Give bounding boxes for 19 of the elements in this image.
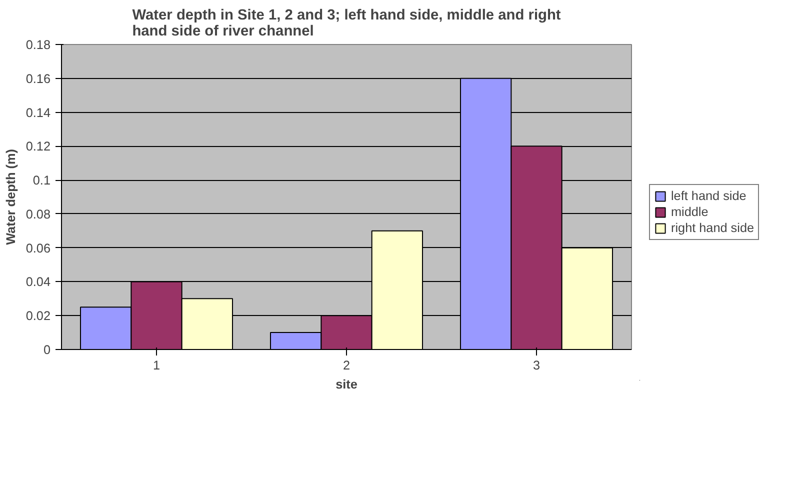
y-tick-label: 0.02 [26,309,51,324]
y-tick-label: 0.14 [26,106,51,120]
y-tick-label: 0.08 [26,207,51,222]
y-tick-label: 0 [43,343,51,357]
y-tick-label: 0.16 [26,72,51,86]
y-tick-label: 0.12 [26,140,51,154]
y-tick-label: 0.04 [26,275,51,290]
x-tick-label: 2 [342,358,350,372]
legend-label: right hand side [671,221,754,235]
chart-title: Water depth in Site 1, 2 and 3; left hand side, middle and right hand side of river channel [132,8,561,40]
x-tick-label: 1 [152,358,160,372]
y-axis-title: Water depth (m) [4,149,18,245]
y-tick-label: 0.1 [32,174,51,188]
x-axis-title: site [336,378,358,392]
legend-label: middle [671,205,708,219]
legend-label: left hand side [671,189,746,203]
y-tick-label: 0.18 [26,38,51,52]
y-tick-label: 0.06 [26,241,51,256]
x-tick-label: 3 [532,358,540,372]
